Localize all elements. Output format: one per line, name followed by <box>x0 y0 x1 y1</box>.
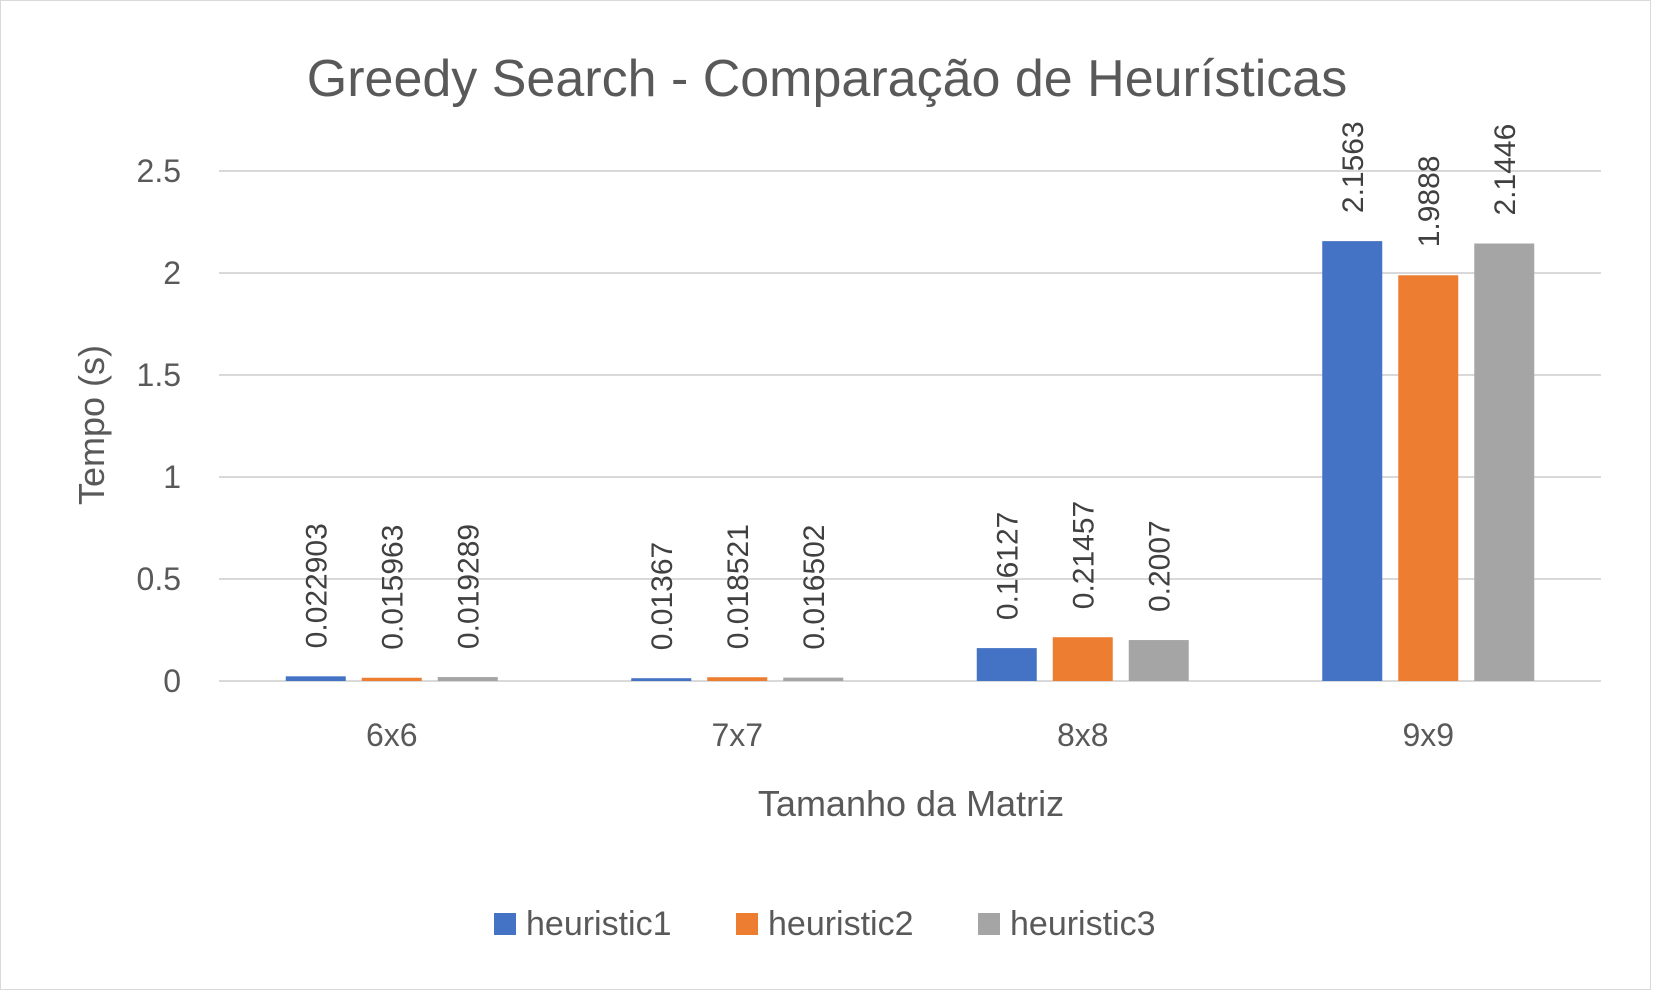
data-label: 0.015963 <box>377 525 410 650</box>
legend-swatch-heuristic2 <box>736 913 758 935</box>
legend-swatch-heuristic3 <box>978 913 1000 935</box>
x-tick-label: 6x6 <box>366 717 418 753</box>
legend-label-heuristic1: heuristic1 <box>526 905 672 943</box>
bar-heuristic2-6x6 <box>361 677 422 681</box>
data-label: 0.01367 <box>646 542 679 650</box>
y-tick-label: 0 <box>163 663 181 699</box>
data-label: 2.1446 <box>1489 124 1522 216</box>
y-tick-label: 0.5 <box>137 561 181 597</box>
y-tick-label: 1.5 <box>137 357 181 393</box>
legend: heuristic1 heuristic2 heuristic3 <box>494 905 1156 943</box>
legend-label-heuristic3: heuristic3 <box>1010 905 1156 943</box>
chart-title: Greedy Search - Comparação de Heurística… <box>307 50 1347 108</box>
y-tick-label: 1 <box>163 459 181 495</box>
legend-label-heuristic2: heuristic2 <box>768 905 914 943</box>
bar-heuristic3-9x9 <box>1474 243 1535 682</box>
bars <box>285 241 1535 682</box>
bar-heuristic3-8x8 <box>1128 640 1189 681</box>
data-label: 0.016502 <box>798 524 831 649</box>
bar-heuristic3-7x7 <box>783 677 844 681</box>
data-label: 2.1563 <box>1337 121 1370 213</box>
data-label: 0.022903 <box>301 523 334 648</box>
data-label: 0.2007 <box>1144 520 1177 612</box>
x-tick-label: 8x8 <box>1057 717 1109 753</box>
bar-heuristic1-6x6 <box>285 676 346 681</box>
y-tick-label: 2 <box>163 255 181 291</box>
data-label: 0.21457 <box>1068 501 1101 609</box>
legend-swatch-heuristic1 <box>494 913 516 935</box>
bar-heuristic2-8x8 <box>1052 637 1113 681</box>
bar-heuristic2-7x7 <box>707 677 768 681</box>
bar-heuristic3-6x6 <box>437 677 498 681</box>
data-label: 0.018521 <box>722 524 755 649</box>
x-tick-label: 9x9 <box>1402 717 1454 753</box>
y-tick-label: 2.5 <box>137 153 181 189</box>
data-label: 0.019289 <box>453 524 486 649</box>
x-tick-label: 7x7 <box>711 717 763 753</box>
bar-heuristic2-9x9 <box>1398 275 1459 681</box>
bar-heuristic1-9x9 <box>1322 241 1383 681</box>
y-axis-ticks: 0 0.5 1 1.5 2 2.5 <box>137 153 181 699</box>
y-axis-title: Tempo (s) <box>71 345 112 505</box>
data-labels: 0.022903 0.015963 0.019289 0.01367 0.018521 0… <box>301 121 1523 650</box>
bar-heuristic1-8x8 <box>976 648 1037 681</box>
x-axis-title: Tamanho da Matriz <box>758 783 1064 824</box>
bar-heuristic1-7x7 <box>631 678 692 681</box>
data-label: 0.16127 <box>992 512 1025 620</box>
gridlines <box>219 170 1601 682</box>
data-label: 1.9888 <box>1413 156 1446 248</box>
x-axis-ticks: 6x6 7x7 8x8 9x9 <box>366 717 1454 753</box>
